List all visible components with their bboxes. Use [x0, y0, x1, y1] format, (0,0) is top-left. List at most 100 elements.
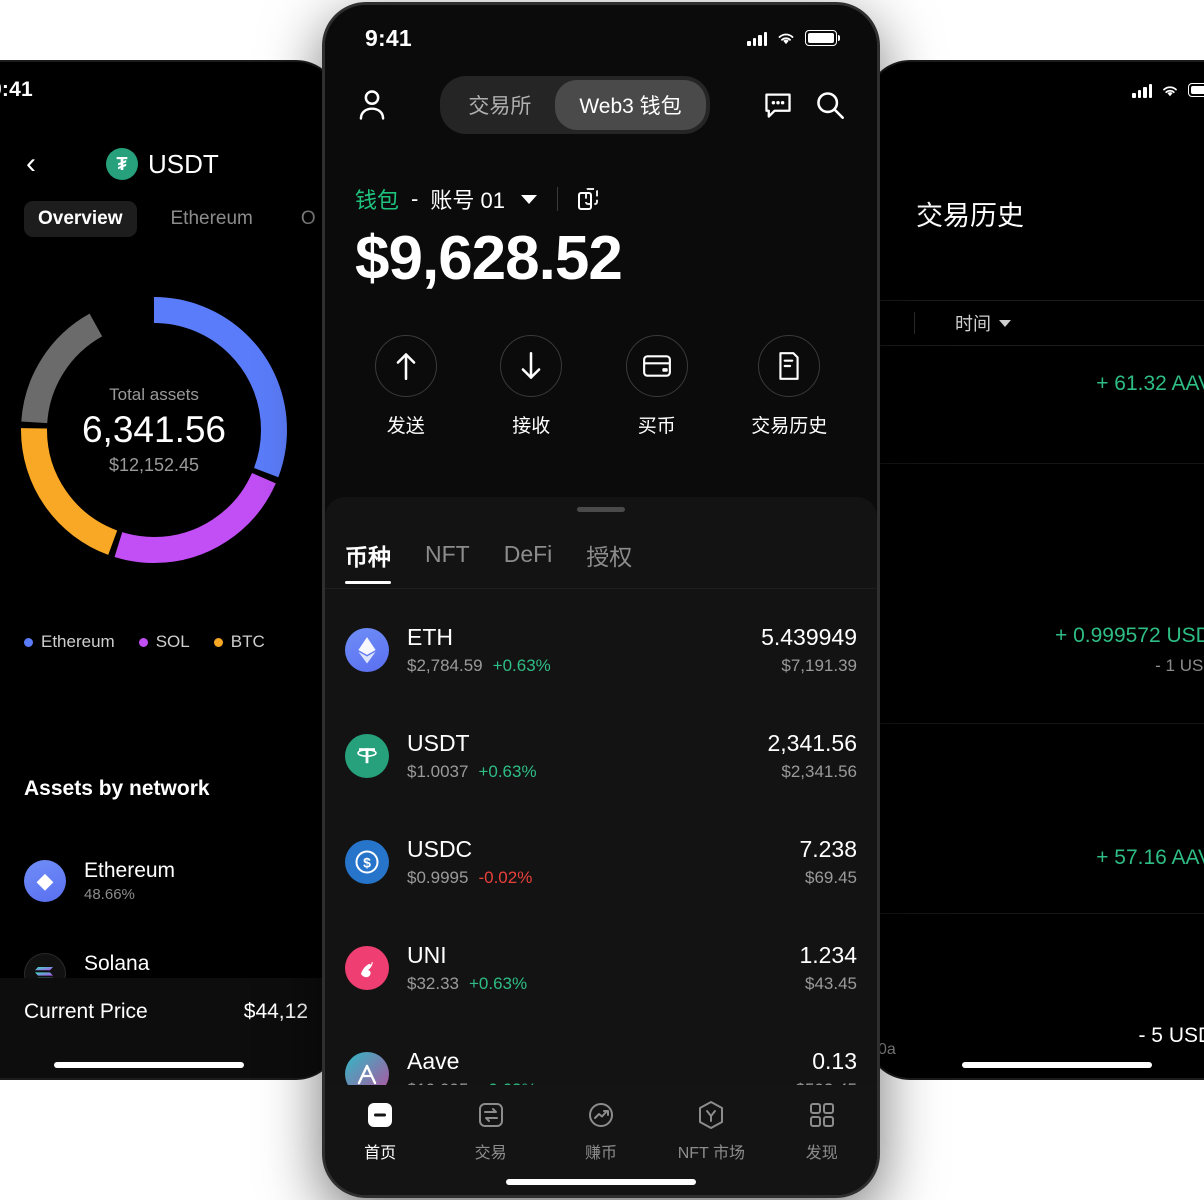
wifi-icon — [778, 33, 794, 45]
nav-trade-label: 交易 — [474, 1145, 507, 1162]
token-info: ETH $2,784.59 +0.63% — [407, 624, 743, 676]
filter-time[interactable]: 时间 — [955, 310, 1011, 336]
tab-tokens[interactable]: 币种 — [345, 538, 391, 584]
home-indicator — [54, 1062, 244, 1068]
send-button[interactable]: 发送 — [374, 335, 437, 438]
svg-text:$: $ — [363, 855, 371, 871]
token-amounts: 2,341.56 $2,341.56 — [767, 730, 857, 782]
token-price: $2,784.59 — [407, 656, 483, 675]
cellular-signal-icon — [747, 31, 767, 46]
right-status-bar — [868, 62, 1204, 118]
page-title: 交易历史 — [916, 201, 1024, 231]
filter-time-label: 时间 — [955, 314, 991, 334]
center-phone-frame: 9:41 交易所 Web3 — [322, 2, 880, 1198]
home-indicator — [962, 1062, 1152, 1068]
token-fiat-value: $2,341.56 — [781, 762, 857, 781]
cellular-signal-icon — [1132, 83, 1152, 98]
token-symbol: Aave — [407, 1048, 460, 1074]
chat-bubble-icon[interactable] — [763, 91, 793, 119]
left-status-bar: 9:41 — [0, 62, 338, 118]
table-row[interactable]: + 61.32 AAVE — [868, 346, 1204, 464]
chevron-down-icon[interactable] — [520, 194, 537, 204]
ethereum-icon — [345, 628, 389, 672]
wallet-balance: $9,628.52 — [355, 224, 623, 293]
usdc-icon: $ — [345, 840, 389, 884]
wifi-icon — [1163, 85, 1177, 96]
token-change: +0.63% — [492, 656, 551, 675]
search-icon[interactable] — [815, 90, 845, 120]
current-price-bar: Current Price $44,12 — [0, 978, 338, 1078]
token-symbol: UNI — [407, 942, 447, 968]
arrow-down-icon — [500, 335, 563, 397]
quick-actions: 发送 接收 买币 交易 — [325, 335, 877, 438]
sheet-grabber[interactable] — [577, 507, 625, 512]
token-price: $32.33 — [407, 974, 459, 993]
nav-nft-market[interactable]: NFT 市场 — [661, 1099, 761, 1163]
nav-discover-label: 发现 — [805, 1145, 838, 1162]
list-item[interactable]: ◆ Ethereum 48.66% — [24, 834, 338, 927]
tx-history-button[interactable]: 交易历史 — [751, 335, 827, 438]
left-tab-row: Overview Ethereum O — [24, 198, 338, 240]
nav-home[interactable]: 首页 — [330, 1099, 430, 1163]
token-fiat-value: $7,191.39 — [781, 656, 857, 675]
tab-defi[interactable]: DeFi — [503, 541, 553, 567]
token-subline: $0.9995 -0.02% — [407, 868, 781, 888]
token-fiat-value: $69.45 — [805, 868, 857, 887]
total-assets-fiat: $12,152.45 — [108, 454, 200, 475]
earn-icon — [586, 1099, 616, 1131]
chevron-left-icon[interactable]: ‹ — [26, 147, 36, 180]
token-amounts: 7.238 $69.45 — [799, 836, 857, 888]
donut-legend: Ethereum SOL BTC — [24, 632, 338, 652]
token-amounts: 5.439949 $7,191.39 — [761, 624, 857, 676]
right-phone-screen: 交易历史 时间 + 61.32 AAVE + 0.999572 USDC - 1… — [868, 62, 1204, 1078]
asset-tab-row: 币种 NFT DeFi 授权 — [325, 533, 877, 589]
token-change: +0.63% — [478, 762, 537, 781]
tx-amount: + 57.16 AAVE — [1096, 846, 1204, 869]
tab-approvals[interactable]: 授权 — [586, 543, 633, 570]
center-header: 交易所 Web3 钱包 — [325, 71, 877, 139]
tab-overview[interactable]: Overview — [24, 201, 137, 237]
legend-dot-sol — [138, 637, 148, 647]
table-row[interactable]: + 0.999572 USDC - 1 USDT — [868, 464, 1204, 724]
list-item[interactable]: $ USDC $0.9995 -0.02% 7.238 $69.45 — [325, 809, 877, 915]
bottom-navigation: 首页 交易 赚币 — [325, 1085, 877, 1195]
home-indicator — [506, 1179, 696, 1185]
nav-trade[interactable]: 交易 — [441, 1099, 541, 1163]
send-label: 发送 — [386, 416, 425, 437]
tab-exchange[interactable]: 交易所 — [468, 95, 532, 118]
token-info: USDT $1.0037 +0.63% — [407, 730, 749, 782]
list-item[interactable]: UNI $32.33 +0.63% 1.234 $43.45 — [325, 915, 877, 1021]
legend-item-sol: SOL — [138, 632, 190, 652]
total-assets-value: 6,341.56 — [81, 408, 227, 450]
mode-segmented-control: 交易所 Web3 钱包 — [440, 76, 710, 134]
tab-ethereum[interactable]: Ethereum — [170, 208, 253, 229]
token-symbol: USDT — [407, 730, 470, 756]
current-price-label: Current Price — [24, 1000, 148, 1023]
chevron-down-icon — [999, 319, 1011, 327]
nav-earn[interactable]: 赚币 — [551, 1099, 651, 1163]
status-indicators — [747, 30, 840, 46]
table-row[interactable]: + 57.16 AAVE — [868, 724, 1204, 914]
nav-discover[interactable]: 发现 — [772, 1099, 872, 1163]
tab-nft[interactable]: NFT — [425, 541, 470, 567]
buy-crypto-button[interactable]: 买币 — [625, 335, 688, 438]
list-item[interactable]: ETH $2,784.59 +0.63% 5.439949 $7,191.39 — [325, 597, 877, 703]
battery-icon — [805, 30, 840, 46]
discover-icon — [807, 1099, 837, 1131]
usdt-icon — [345, 734, 389, 778]
person-icon[interactable] — [357, 89, 387, 121]
status-time: 9:41 — [365, 24, 412, 51]
token-change: -0.02% — [478, 868, 533, 887]
token-subline: $2,784.59 +0.63% — [407, 656, 743, 676]
receive-button[interactable]: 接收 — [500, 335, 563, 438]
account-selector[interactable]: 钱包 - 账号 01 — [355, 183, 598, 215]
copy-icon[interactable] — [577, 188, 598, 210]
tab-web3-wallet[interactable]: Web3 钱包 — [555, 80, 706, 130]
network-percent: 48.66% — [84, 885, 135, 903]
table-row[interactable]: - 5 USDT 0a — [868, 914, 1204, 1078]
list-item[interactable]: USDT $1.0037 +0.63% 2,341.56 $2,341.56 — [325, 703, 877, 809]
token-amounts: 1.234 $43.45 — [799, 942, 857, 994]
transaction-list: + 61.32 AAVE + 0.999572 USDC - 1 USDT + … — [868, 346, 1204, 1078]
tab-other[interactable]: O — [300, 208, 316, 229]
